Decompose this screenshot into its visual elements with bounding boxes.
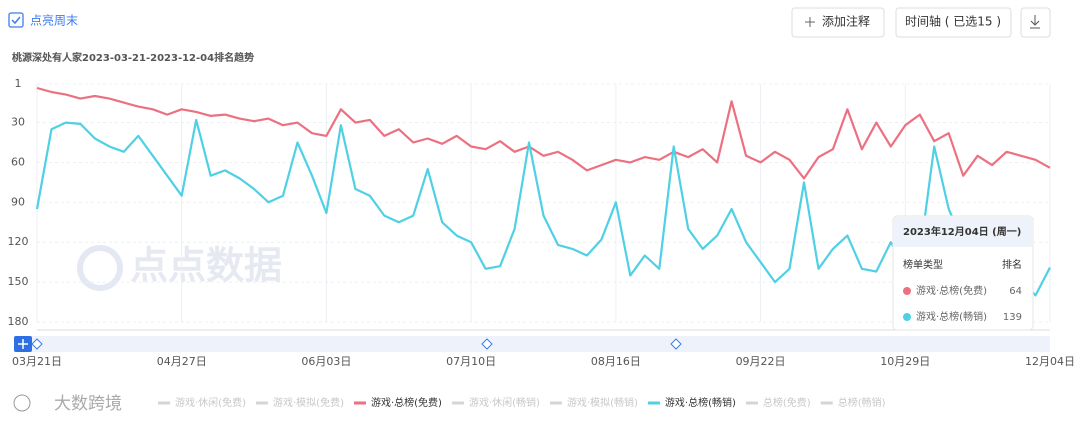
tooltip-title: 2023年12月04日 (周一) xyxy=(903,225,1021,238)
weekend-toggle[interactable]: 点亮周末 xyxy=(30,13,78,28)
tooltip-series: 游戏·总榜(畅销) xyxy=(916,310,987,323)
x-tick-label: 03月21日 xyxy=(12,355,62,368)
x-tick-label: 06月03日 xyxy=(301,355,351,368)
y-tick-label: 1 xyxy=(15,77,22,90)
x-tick-label: 09月22日 xyxy=(736,355,786,368)
y-tick-label: 150 xyxy=(8,275,29,288)
check-mark xyxy=(11,16,21,25)
tooltip: 2023年12月04日 (周一) 榜单类型 排名 游戏·总榜(免费) 64 游戏·总… xyxy=(892,215,1034,331)
legend-label[interactable]: 游戏·休闲(畅销) xyxy=(469,396,540,409)
x-tick-label: 04月27日 xyxy=(157,355,207,368)
checkbox[interactable] xyxy=(8,12,24,28)
y-tick-label: 120 xyxy=(8,235,29,248)
y-tick-label: 60 xyxy=(11,155,25,168)
tooltip-value: 64 xyxy=(1009,286,1022,297)
watermark-logo xyxy=(77,245,123,291)
legend-label[interactable]: 游戏·模拟(免费) xyxy=(273,396,344,409)
series-line xyxy=(35,118,1051,297)
y-tick-label: 90 xyxy=(11,195,25,208)
tooltip-col: 排名 xyxy=(1002,258,1022,271)
legend-label[interactable]: 游戏·休闲(免费) xyxy=(175,396,246,409)
x-tick-label: 07月10日 xyxy=(446,355,496,368)
legend-label[interactable]: 总榜(畅销) xyxy=(838,396,886,409)
x-tick-label: 08月16日 xyxy=(591,355,641,368)
download-icon xyxy=(1030,15,1040,29)
tooltip-dot xyxy=(903,313,911,321)
tooltip-value: 139 xyxy=(1003,312,1022,323)
series-line xyxy=(36,86,1051,180)
slider-track[interactable] xyxy=(14,336,1050,352)
tooltip-dot xyxy=(903,287,911,295)
tooltip-series: 游戏·总榜(免费) xyxy=(916,284,987,297)
brand-icon xyxy=(13,394,31,412)
tooltip-col: 榜单类型 xyxy=(903,258,943,271)
timeline-label: 时间轴 ( 已选15 ) xyxy=(905,14,1001,29)
legend-label[interactable]: 游戏·模拟(畅销) xyxy=(567,396,638,409)
brand-watermark: 大数跨境 xyxy=(54,394,122,414)
chart-title: 桃源深处有人家2023-03-21-2023-12-04排名趋势 xyxy=(12,51,254,64)
handle-plus xyxy=(18,339,28,349)
y-tick-label: 30 xyxy=(11,116,25,129)
add-note-label: 添加注释 xyxy=(822,14,870,29)
y-tick-label: 180 xyxy=(8,315,29,328)
slider-marker xyxy=(31,338,682,350)
x-tick-label: 12月04日 xyxy=(1025,355,1075,368)
legend-label[interactable]: 游戏·总榜(畅销) xyxy=(665,396,736,409)
add-note-button[interactable] xyxy=(791,7,885,38)
tooltip-header xyxy=(894,217,1032,247)
timeline-button[interactable] xyxy=(895,7,1012,38)
watermark: 点点数据 xyxy=(130,244,282,288)
x-tick-label: 10月29日 xyxy=(880,355,930,368)
legend-label[interactable]: 游戏·总榜(免费) xyxy=(371,396,442,409)
plus-icon xyxy=(805,17,815,27)
legend-label[interactable]: 总榜(免费) xyxy=(763,396,811,409)
